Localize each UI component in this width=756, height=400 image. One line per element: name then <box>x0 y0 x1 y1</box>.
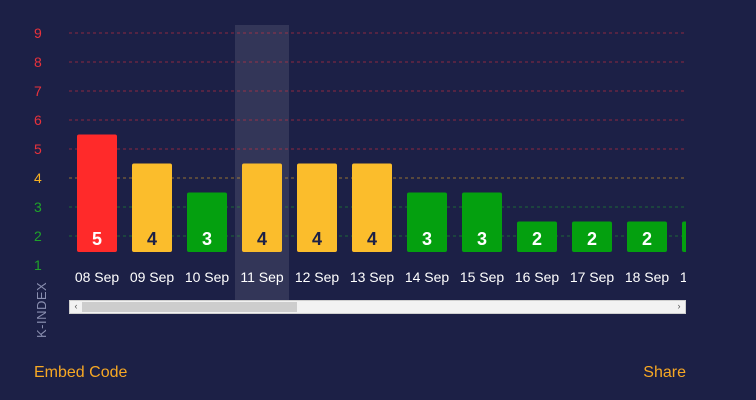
x-tick-label: 13 Sep <box>350 269 395 285</box>
scroll-thumb[interactable] <box>82 302 297 312</box>
bar-value-label: 4 <box>257 229 267 249</box>
x-tick-label: 11 Sep <box>240 269 284 285</box>
bar-value-label: 5 <box>92 229 102 249</box>
bar[interactable] <box>187 192 227 253</box>
x-tick-label: 16 Sep <box>515 269 560 285</box>
scroll-left-icon[interactable]: ‹ <box>74 301 78 311</box>
bar-value-label: 3 <box>202 229 212 249</box>
bar[interactable] <box>627 221 667 253</box>
bar-value-label: 2 <box>642 229 652 249</box>
chart-svg: 1 2 3 4 5 6 7 8 9 5 08 Sep 4 09 Sep 3 10 Sep 4 11 Sep 4 12… <box>34 25 725 300</box>
y-tick-label: 7 <box>34 83 42 99</box>
highlight-band <box>235 25 289 300</box>
y-tick-label: 2 <box>34 228 42 244</box>
y-tick-label: 6 <box>34 112 42 128</box>
bar[interactable] <box>682 221 722 253</box>
bar[interactable] <box>242 163 282 253</box>
x-tick-label: 15 Sep <box>460 269 505 285</box>
bar[interactable] <box>297 163 337 253</box>
bar-value-label: 4 <box>312 229 322 249</box>
x-tick-label: 14 Sep <box>405 269 450 285</box>
x-tick-label: 10 Sep <box>185 269 230 285</box>
bar-value-label: 2 <box>697 229 707 249</box>
x-tick-label: 08 Sep <box>75 269 120 285</box>
bar[interactable] <box>407 192 447 253</box>
x-tick-label: 09 Sep <box>130 269 175 285</box>
bar[interactable] <box>572 221 612 253</box>
bar-value-label: 3 <box>422 229 432 249</box>
share-link[interactable]: Share <box>643 364 686 381</box>
y-tick-label: 4 <box>34 170 42 186</box>
y-tick-label: 8 <box>34 54 42 70</box>
x-tick-label: 19 Sep <box>680 269 725 285</box>
y-tick-label: 3 <box>34 199 42 215</box>
x-tick-label: 12 Sep <box>295 269 340 285</box>
bar-value-label: 2 <box>532 229 542 249</box>
scroll-right-icon[interactable]: › <box>677 301 681 311</box>
y-axis-label: K-INDEX <box>34 281 49 338</box>
bar-value-label: 3 <box>477 229 487 249</box>
horizontal-scrollbar[interactable]: ‹ › <box>69 300 686 314</box>
y-tick-label: 9 <box>34 25 42 41</box>
bar[interactable] <box>352 163 392 253</box>
kindex-chart: 1 2 3 4 5 6 7 8 9 5 08 Sep 4 09 Sep 3 10 Sep 4 11 Sep 4 12… <box>34 25 725 300</box>
bar[interactable] <box>132 163 172 253</box>
y-tick-label: 5 <box>34 141 42 157</box>
embed-code-link[interactable]: Embed Code <box>34 364 128 381</box>
bar[interactable] <box>77 134 117 253</box>
bar[interactable] <box>462 192 502 253</box>
x-tick-label: 17 Sep <box>570 269 615 285</box>
bar-value-label: 4 <box>367 229 377 249</box>
bar-value-label: 2 <box>587 229 597 249</box>
bar-value-label: 4 <box>147 229 157 249</box>
bar[interactable] <box>517 221 557 253</box>
x-tick-label: 18 Sep <box>625 269 670 285</box>
y-tick-label: 1 <box>34 257 42 273</box>
bars-group: 5 08 Sep 4 09 Sep 3 10 Sep 4 11 Sep 4 12 Sep 4 13 S… <box>75 134 725 285</box>
